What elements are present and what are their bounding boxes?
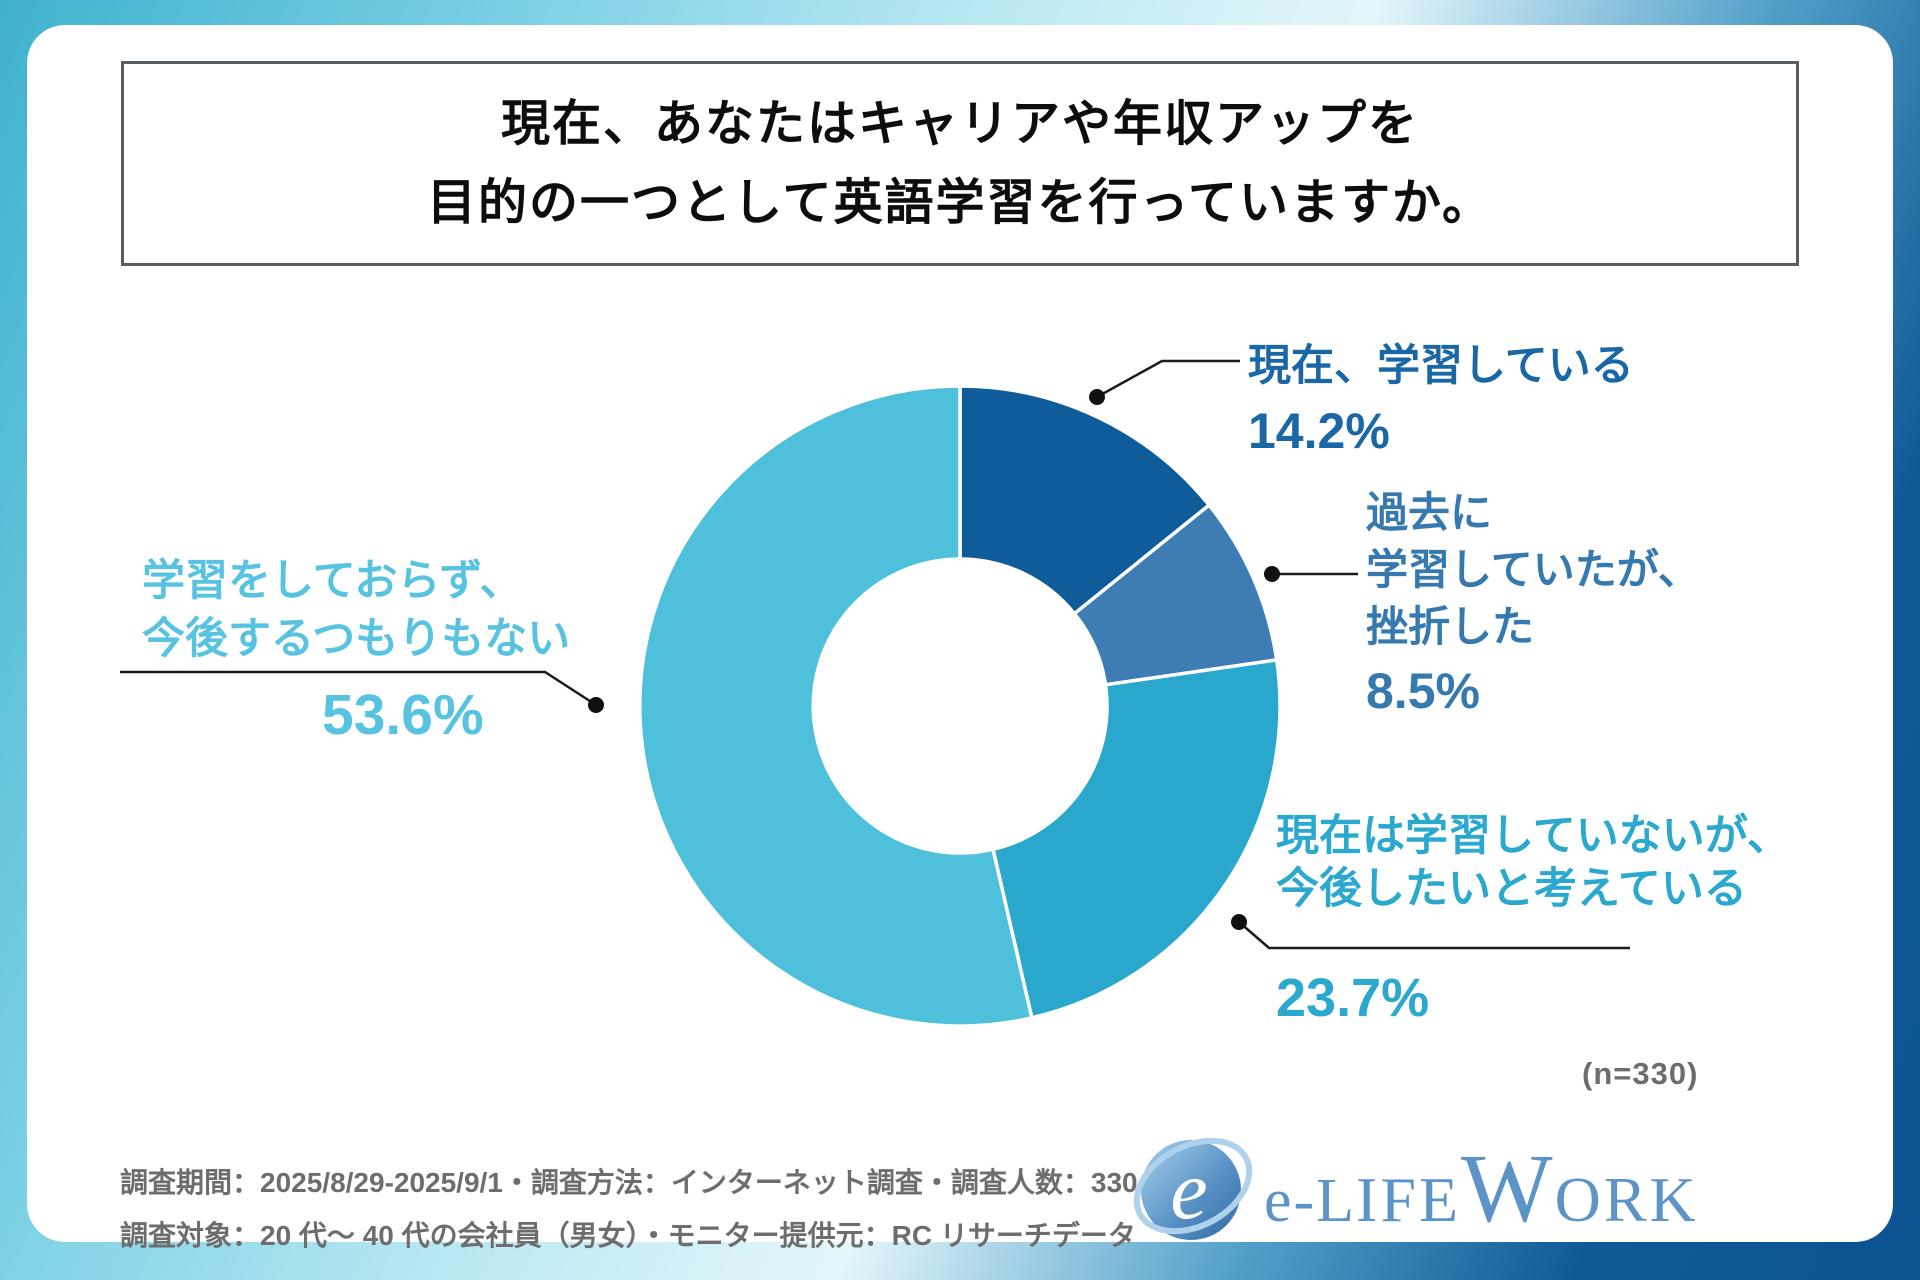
footer-line-1: 調査期間：2025/8/29-2025/9/1・調査方法：インターネット調査・調…	[120, 1167, 1174, 1198]
slice-label-studied-but-quit: 過去に 学習していたが、 挫折した 8.5%	[1366, 484, 1700, 719]
logo-globe-icon: e	[1133, 1137, 1253, 1240]
logo-part: ORK	[1554, 1163, 1699, 1235]
slice-label-no-plan-to-study: 学習をしておらず、 今後するつもりもない	[142, 552, 570, 668]
footer-line-2: 調査対象：20 代～ 40 代の会社員（男女）・モニター提供元：RC リサーチデ…	[120, 1220, 1136, 1251]
brand-logo: e e-LIFEWORK	[1132, 1126, 1699, 1250]
logo-part: IFE	[1356, 1163, 1462, 1235]
logo-part: e-L	[1264, 1166, 1357, 1235]
sample-size-note: (n=330)	[1582, 1056, 1699, 1091]
logo-wordmark: e-LIFEWORK	[1264, 1133, 1699, 1244]
slice-label-want-to-study: 現在は学習していないが、 今後したいと考えている 23.7%	[1276, 810, 1790, 1026]
title-line-1: 現在、あなたはキャリアや年収アップを	[500, 96, 1419, 151]
title-line-2: 目的の一つとして英語学習を行っていますか。	[426, 175, 1494, 230]
slice-label-text: 現在は学習していないが、	[1276, 812, 1790, 860]
logo-part: W	[1461, 1134, 1555, 1242]
slice-label-text: 現在、学習している	[1248, 342, 1634, 390]
svg-text:e: e	[1170, 1144, 1207, 1237]
survey-method-footer: 調査期間：2025/8/29-2025/9/1・調査方法：インターネット調査・調…	[120, 1156, 1173, 1262]
slice-percentage: 23.7%	[1276, 968, 1430, 1028]
slice-percentage-largest: 53.6%	[322, 683, 484, 747]
slice-label-currently-studying: 現在、学習している 14.2%	[1248, 338, 1634, 459]
slice-label-text: 挫折した	[1366, 603, 1535, 650]
title-box: 現在、あなたはキャリアや年収アップを 目的の一つとして英語学習を行っていますか。	[121, 61, 1799, 266]
slice-label-text: 今後するつもりもない	[142, 615, 571, 663]
slice-percentage: 8.5%	[1366, 663, 1480, 719]
slice-label-text: 学習をしておらず、	[142, 557, 523, 605]
slice-label-text: 過去に	[1366, 489, 1493, 536]
slice-label-text: 今後したいと考えている	[1276, 865, 1747, 913]
slice-percentage: 14.2%	[1248, 403, 1390, 459]
slice-label-text: 学習していたが、	[1366, 546, 1700, 593]
